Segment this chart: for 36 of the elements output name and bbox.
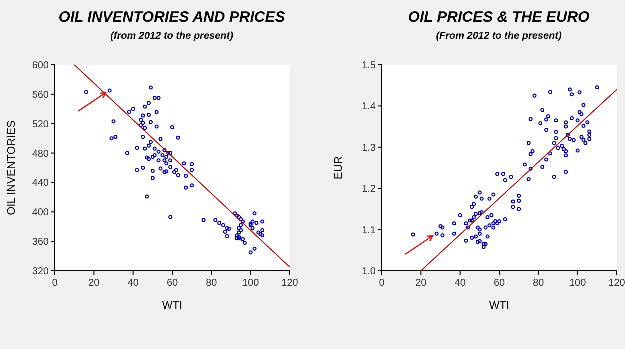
y-tick-label: 520	[32, 119, 50, 130]
x-tick-label: 120	[608, 278, 625, 289]
y-axis-title: OIL INVENTORIES	[6, 120, 18, 216]
x-tick-label: 0	[52, 278, 58, 289]
y-tick-label: 480	[32, 148, 50, 160]
x-tick-label: 100	[242, 278, 260, 289]
y-tick-label: 560	[32, 90, 50, 101]
x-tick-label: 20	[88, 278, 100, 289]
x-tick-label: 40	[128, 278, 140, 289]
x-tick-label: 60	[494, 278, 506, 289]
x-tick-label: 100	[569, 278, 587, 289]
x-tick-label: 0	[379, 278, 386, 289]
y-tick-label: 320	[32, 266, 50, 278]
x-axis-title: WTI	[162, 300, 183, 312]
x-axis-title: WTI	[489, 300, 510, 312]
y-tick-label: 1.1	[362, 225, 376, 236]
y-axis-title: EUR	[333, 156, 345, 180]
x-tick-label: 80	[533, 278, 545, 289]
y-tick-label: 400	[32, 208, 50, 219]
chart-subtitle: (from 2012 to the present)	[110, 31, 234, 42]
y-tick-label: 1.5	[362, 60, 376, 72]
x-tick-label: 120	[282, 278, 299, 289]
chart-title: OIL INVENTORIES AND PRICES	[58, 9, 286, 26]
chart-subtitle: (From 2012 to the present)	[436, 31, 562, 42]
y-tick-label: 1.4	[362, 102, 376, 113]
chart-title: OIL PRICES & THE EURO	[408, 9, 590, 26]
x-tick-label: 20	[416, 278, 428, 289]
y-tick-label: 600	[32, 60, 50, 72]
y-tick-label: 1.2	[362, 184, 376, 196]
x-tick-label: 40	[454, 278, 466, 289]
y-tick-label: 1.3	[362, 142, 376, 154]
x-tick-label: 60	[166, 278, 178, 289]
y-tick-label: 440	[32, 178, 50, 190]
x-tick-label: 80	[206, 278, 218, 289]
y-tick-label: 1.0	[362, 266, 376, 278]
y-tick-label: 360	[32, 237, 50, 248]
